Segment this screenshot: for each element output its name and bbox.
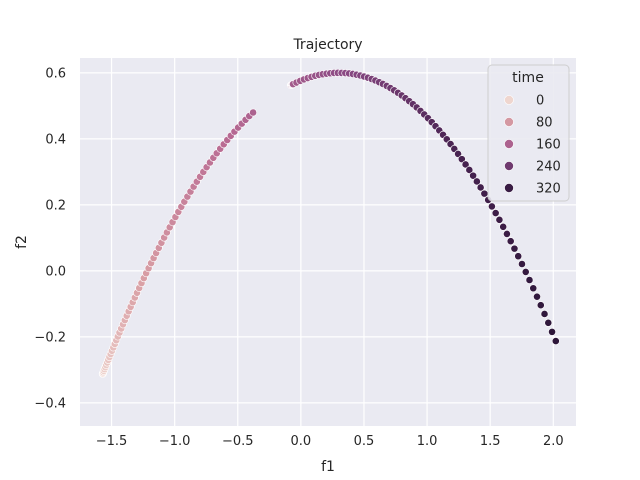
legend-label: 240 (536, 160, 561, 175)
scatter-point (495, 215, 504, 224)
legend-title: time (512, 70, 544, 86)
scatter-point (249, 108, 257, 117)
scatter-point (514, 252, 523, 261)
x-tick-labels: −1.5 −1.0 −0.5 0.0 0.5 1.0 1.5 2.0 (96, 434, 564, 449)
y-axis-label: f2 (14, 235, 30, 249)
scatter-points (98, 68, 560, 378)
legend-marker (504, 183, 514, 193)
scatter-point (521, 268, 530, 276)
x-tick-label: 1.5 (480, 434, 501, 449)
legend-marker (504, 95, 514, 105)
y-tick-label: 0.0 (45, 264, 66, 279)
x-axis-label: f1 (321, 459, 335, 475)
y-tick-labels: −0.4 −0.2 0.0 0.2 0.4 0.6 (34, 66, 66, 411)
x-tick-label: 1.0 (417, 434, 438, 449)
scatter-point (548, 327, 556, 336)
scatter-point (469, 171, 478, 180)
y-tick-label: 0.2 (45, 198, 66, 213)
legend-label: 160 (536, 138, 561, 153)
scatter-point (472, 177, 481, 186)
x-tick-label: −1.5 (96, 434, 128, 449)
x-tick-label: 0.5 (354, 434, 375, 449)
scatter-point (503, 230, 511, 238)
legend-marker (504, 139, 514, 149)
x-tick-label: 0.0 (291, 434, 312, 449)
x-tick-label: 2.0 (543, 434, 564, 449)
scatter-point (476, 183, 485, 192)
y-tick-label: 0.6 (45, 66, 66, 81)
legend-label: 320 (536, 182, 561, 197)
y-tick-label: 0.4 (45, 132, 66, 147)
scatter-point (454, 150, 462, 158)
scatter-point (461, 160, 470, 169)
scatter-point (488, 202, 496, 211)
legend-marker (504, 161, 514, 171)
scatter-point (491, 209, 500, 217)
scatter-point (499, 222, 508, 231)
scatter-point (544, 318, 553, 327)
legend-marker (504, 117, 514, 127)
scatter-point (506, 237, 515, 246)
scatter-point (529, 284, 538, 293)
scatter-point (518, 260, 526, 268)
x-tick-label: −0.5 (222, 434, 254, 449)
scatter-point (525, 276, 534, 284)
scatter-point (457, 155, 466, 164)
y-tick-label: −0.4 (34, 396, 66, 411)
x-tick-label: −1.0 (159, 434, 191, 449)
scatter-point (465, 166, 474, 174)
scatter-point (533, 292, 541, 301)
chart-title: Trajectory (292, 37, 362, 53)
legend-label: 0 (536, 94, 544, 109)
legend: time 0 80 160 240 320 (487, 64, 570, 202)
scatter-point (551, 337, 560, 345)
y-tick-label: −0.2 (34, 330, 66, 345)
scatter-point (510, 244, 519, 253)
legend-label: 80 (536, 116, 553, 131)
scatter-point (536, 301, 545, 310)
scatter-point (540, 310, 549, 318)
scatter-point (480, 189, 489, 198)
